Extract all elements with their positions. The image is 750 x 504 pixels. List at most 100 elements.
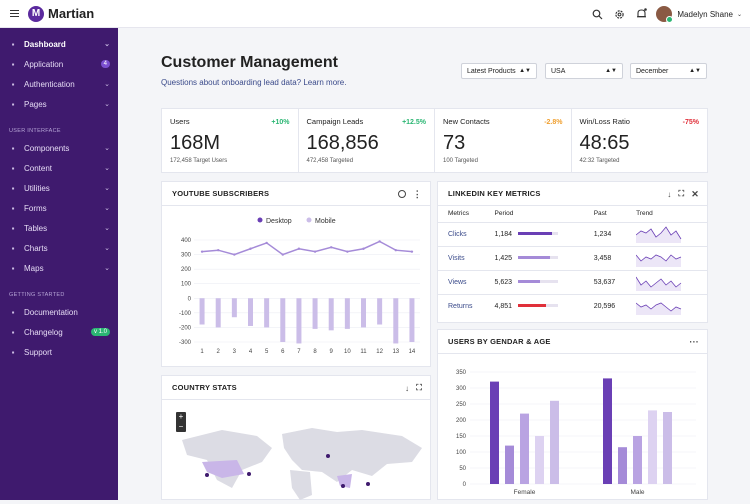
close-icon[interactable]: ✕ bbox=[691, 188, 699, 199]
x-tick-label: 10 bbox=[344, 349, 351, 355]
chevron-down-icon: ⌄ bbox=[104, 145, 110, 152]
sidebar-item-label: Charts bbox=[24, 243, 48, 253]
stat-card: Users +10% 168M 172,458 Target Users bbox=[162, 109, 299, 172]
metric-name[interactable]: Visits bbox=[438, 245, 485, 270]
app-logo[interactable]: M Martian bbox=[28, 5, 95, 22]
zoom-in-button[interactable]: + bbox=[178, 412, 184, 421]
trend-cell bbox=[626, 293, 707, 318]
form-icon: ▪ bbox=[11, 203, 15, 213]
desktop-point bbox=[297, 247, 301, 250]
metric-name[interactable]: Clicks bbox=[438, 221, 485, 246]
download-arrow-icon[interactable]: ↓ bbox=[404, 383, 410, 393]
support-icon: ▪ bbox=[11, 347, 15, 357]
sidebar-item-dashboard[interactable]: ▪ Dashboard ⌄ bbox=[0, 34, 118, 54]
desktop-point bbox=[410, 250, 414, 253]
zoom-out-button[interactable]: − bbox=[178, 422, 184, 431]
sidebar-item-components[interactable]: ▪ Components ⌄ bbox=[0, 138, 118, 158]
mobile-bar bbox=[231, 298, 237, 318]
period-cell: 1,425 bbox=[484, 245, 584, 270]
desktop-point bbox=[249, 247, 252, 250]
expand-icon[interactable]: ⛶ bbox=[678, 189, 685, 198]
sidebar-item-authentication[interactable]: ▪ Authentication ⌄ bbox=[0, 74, 118, 94]
table-row[interactable]: Views 5,623 53,637 bbox=[438, 269, 707, 294]
mobile-bar bbox=[361, 298, 366, 328]
app-name: Martian bbox=[48, 6, 95, 21]
card-title: LINKEDIN KEY METRICS bbox=[448, 189, 541, 198]
age-bar bbox=[535, 436, 544, 484]
search-icon[interactable] bbox=[586, 0, 608, 28]
stat-change: +12.5% bbox=[402, 119, 426, 126]
collapse-arrow-icon[interactable]: ↓ bbox=[667, 189, 672, 199]
y-tick-label: 100 bbox=[456, 450, 467, 456]
y-tick-label: 200 bbox=[456, 418, 467, 424]
learn-more-link[interactable]: Learn more. bbox=[303, 78, 347, 87]
sidebar-item-label: Tables bbox=[24, 223, 48, 233]
sidebar-item-label: Dashboard bbox=[24, 39, 66, 49]
table-row[interactable]: Clicks 1,184 1,234 bbox=[438, 221, 707, 246]
map-marker[interactable] bbox=[326, 454, 330, 458]
user-avatar[interactable] bbox=[656, 6, 674, 23]
refresh-circle-icon[interactable] bbox=[397, 190, 406, 198]
map-marker[interactable] bbox=[205, 473, 209, 477]
fullscreen-icon[interactable]: ⛶ bbox=[416, 383, 422, 392]
period-value: 4,851 bbox=[494, 302, 513, 310]
sidebar-item-tables[interactable]: ▪ Tables ⌄ bbox=[0, 218, 118, 238]
month-filter-select[interactable]: December ▲▼ bbox=[630, 63, 707, 79]
y-tick-label: 300 bbox=[181, 253, 192, 259]
sidebar-item-maps[interactable]: ▪ Maps ⌄ bbox=[0, 258, 118, 278]
chart-icon: ▪ bbox=[11, 243, 15, 253]
notification-bell-icon[interactable] bbox=[630, 0, 652, 28]
sidebar-item-content[interactable]: ▪ Content ⌄ bbox=[0, 158, 118, 178]
user-name[interactable]: Madelyn Shane bbox=[677, 9, 733, 19]
sidebar-item-pages[interactable]: ▪ Pages ⌄ bbox=[0, 94, 118, 114]
desktop-point bbox=[313, 250, 317, 253]
period-value: 1,425 bbox=[494, 254, 513, 262]
y-tick-label: 350 bbox=[456, 370, 467, 376]
sidebar-item-label: Utilities bbox=[24, 183, 50, 193]
map-marker[interactable] bbox=[366, 482, 370, 486]
table-row[interactable]: Returns 4,851 20,596 bbox=[438, 293, 707, 318]
legend-label-mobile: Mobile bbox=[315, 218, 336, 225]
trend-cell bbox=[626, 245, 707, 270]
country-stats-card: COUNTRY STATS ↓ ⛶ + − bbox=[161, 375, 431, 500]
metric-name[interactable]: Views bbox=[438, 269, 485, 294]
desktop-point bbox=[233, 253, 236, 256]
sidebar-item-label: Support bbox=[24, 347, 53, 357]
metric-name[interactable]: Returns bbox=[438, 293, 485, 318]
more-horizontal-icon[interactable]: ··· bbox=[689, 337, 699, 347]
progress-bar bbox=[518, 280, 559, 284]
sidebar-item-application[interactable]: ▪ Application 4 bbox=[0, 54, 118, 74]
y-tick-label: 50 bbox=[459, 466, 466, 472]
y-tick-label: 100 bbox=[181, 282, 192, 288]
sidebar-item-changelog[interactable]: ▪ Changelog v 1.0 bbox=[0, 322, 118, 342]
metrics-table: Metrics Period Past Trend Clicks 1,184 1,23… bbox=[438, 206, 707, 318]
country-filter-select[interactable]: USA ▲▼ bbox=[545, 63, 623, 79]
page-icon: ▪ bbox=[11, 99, 15, 109]
table-row[interactable]: Visits 1,425 3,458 bbox=[438, 245, 707, 270]
caret-icon: ▲▼ bbox=[689, 68, 701, 74]
sidebar-item-charts[interactable]: ▪ Charts ⌄ bbox=[0, 238, 118, 258]
sidebar-item-forms[interactable]: ▪ Forms ⌄ bbox=[0, 198, 118, 218]
sidebar-item-utilities[interactable]: ▪ Utilities ⌄ bbox=[0, 178, 118, 198]
product-filter-select[interactable]: Latest Products ▲▼ bbox=[461, 63, 537, 79]
stat-change: -75% bbox=[682, 119, 699, 126]
eye-icon: ▪ bbox=[11, 327, 15, 337]
menu-toggle-icon[interactable] bbox=[3, 0, 25, 28]
gender-age-bar-chart: 350 300 250 200 150 100 50 0 Female Male bbox=[456, 370, 696, 496]
page-title: Customer Management bbox=[161, 54, 338, 71]
desktop-point bbox=[217, 249, 220, 252]
stat-note: 100 Targeted bbox=[443, 158, 478, 164]
sidebar-item-support[interactable]: ▪ Support bbox=[0, 342, 118, 362]
sidebar-item-documentation[interactable]: ▪ Documentation bbox=[0, 302, 118, 322]
mobile-bar bbox=[328, 298, 334, 331]
settings-icon[interactable] bbox=[608, 0, 630, 28]
more-vertical-icon[interactable]: ⋮ bbox=[412, 188, 422, 199]
select-value: December bbox=[636, 67, 669, 75]
card-title: YOUTUBE SUBSCRIBERS bbox=[172, 189, 270, 198]
stat-value: 48:65 bbox=[579, 132, 630, 154]
map-marker[interactable] bbox=[247, 472, 251, 476]
chevron-down-icon[interactable]: ⌄ bbox=[736, 11, 742, 18]
chevron-down-icon: ⌄ bbox=[104, 165, 110, 172]
column-header: Trend bbox=[636, 210, 653, 218]
map-marker[interactable] bbox=[341, 484, 345, 488]
